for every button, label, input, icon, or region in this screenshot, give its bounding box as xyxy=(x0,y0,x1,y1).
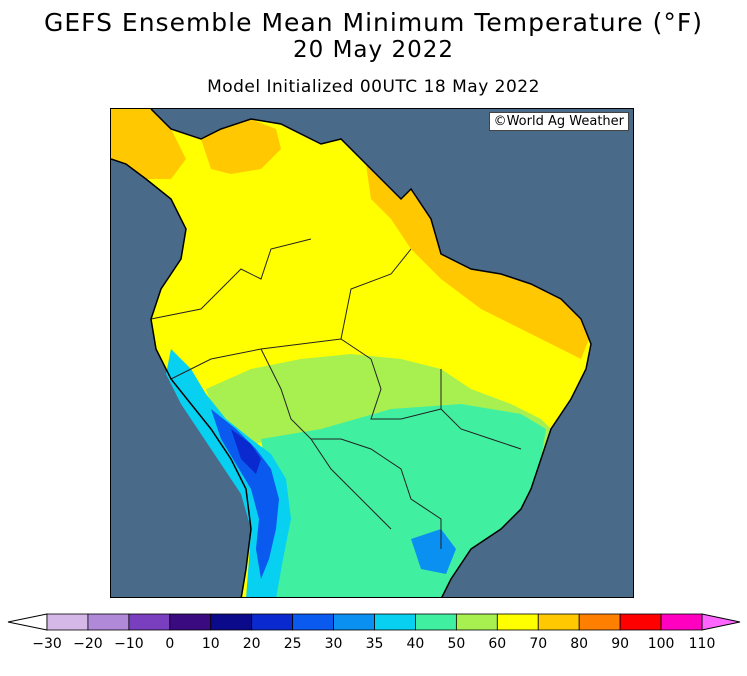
legend-tick-label: 50 xyxy=(447,636,465,652)
country-borders xyxy=(150,238,522,549)
legend-swatch xyxy=(87,613,130,631)
legend-swatch xyxy=(537,613,580,631)
color-legend: −30 −20 −10 0 10 20 25 30 35 40 50 60 70 80 90 100 110 xyxy=(7,613,741,652)
coastline xyxy=(111,109,592,597)
legend-swatch xyxy=(415,613,457,631)
legend-tick-label: 30 xyxy=(325,636,343,652)
legend-arrow-low xyxy=(7,613,48,631)
legend-swatch xyxy=(292,613,334,631)
valid-date: 20 May 2022 xyxy=(293,37,454,63)
legend-swatch xyxy=(578,613,621,631)
legend-tick-label: 40 xyxy=(407,636,425,652)
warm-zone-north xyxy=(201,119,281,174)
legend-swatch xyxy=(169,613,212,631)
legend-swatch xyxy=(660,613,703,631)
legend-swatch xyxy=(619,613,662,631)
andes-coldest-zone xyxy=(231,429,261,474)
cool-zone xyxy=(251,404,546,597)
legend-swatch xyxy=(374,613,416,631)
legend-tick-label: 35 xyxy=(366,636,384,652)
legend-swatch xyxy=(128,613,171,631)
legend-arrow-high xyxy=(701,613,741,631)
legend-tick-label: −10 xyxy=(114,636,144,652)
legend-swatch xyxy=(46,613,89,631)
warm-zone-north-east xyxy=(366,164,589,359)
legend-tick-label: 90 xyxy=(611,636,629,652)
map-title: GEFS Ensemble Mean Minimum Temperature (… xyxy=(43,8,704,37)
legend-tick-label: 20 xyxy=(243,636,261,652)
warm-zone-coast xyxy=(111,109,186,179)
legend-tick-label: 70 xyxy=(529,636,547,652)
legend-tick-label: 110 xyxy=(689,636,716,652)
legend-tick-label: 100 xyxy=(648,636,675,652)
model-init-label: Model Initialized 00UTC 18 May 2022 xyxy=(207,77,540,97)
legend-tick-label: 25 xyxy=(284,636,302,652)
andes-colder-zone xyxy=(211,409,279,579)
legend-tick-label: −20 xyxy=(73,636,103,652)
legend-tick-label: 60 xyxy=(488,636,506,652)
legend-swatch xyxy=(496,613,539,631)
legend-tick-label: 0 xyxy=(165,636,174,652)
legend-tick-label: 80 xyxy=(570,636,588,652)
legend-swatch xyxy=(251,613,294,631)
legend-tick-label: 10 xyxy=(202,636,220,652)
legend-swatch xyxy=(455,613,498,631)
map-canvas xyxy=(111,109,633,597)
legend-tick-label: −30 xyxy=(32,636,62,652)
credit-label: ©World Ag Weather xyxy=(488,112,629,131)
legend-swatch xyxy=(333,613,375,631)
temperature-map: ©World Ag Weather xyxy=(110,108,634,598)
south-cold-pocket xyxy=(411,529,456,574)
legend-swatch xyxy=(210,613,253,631)
